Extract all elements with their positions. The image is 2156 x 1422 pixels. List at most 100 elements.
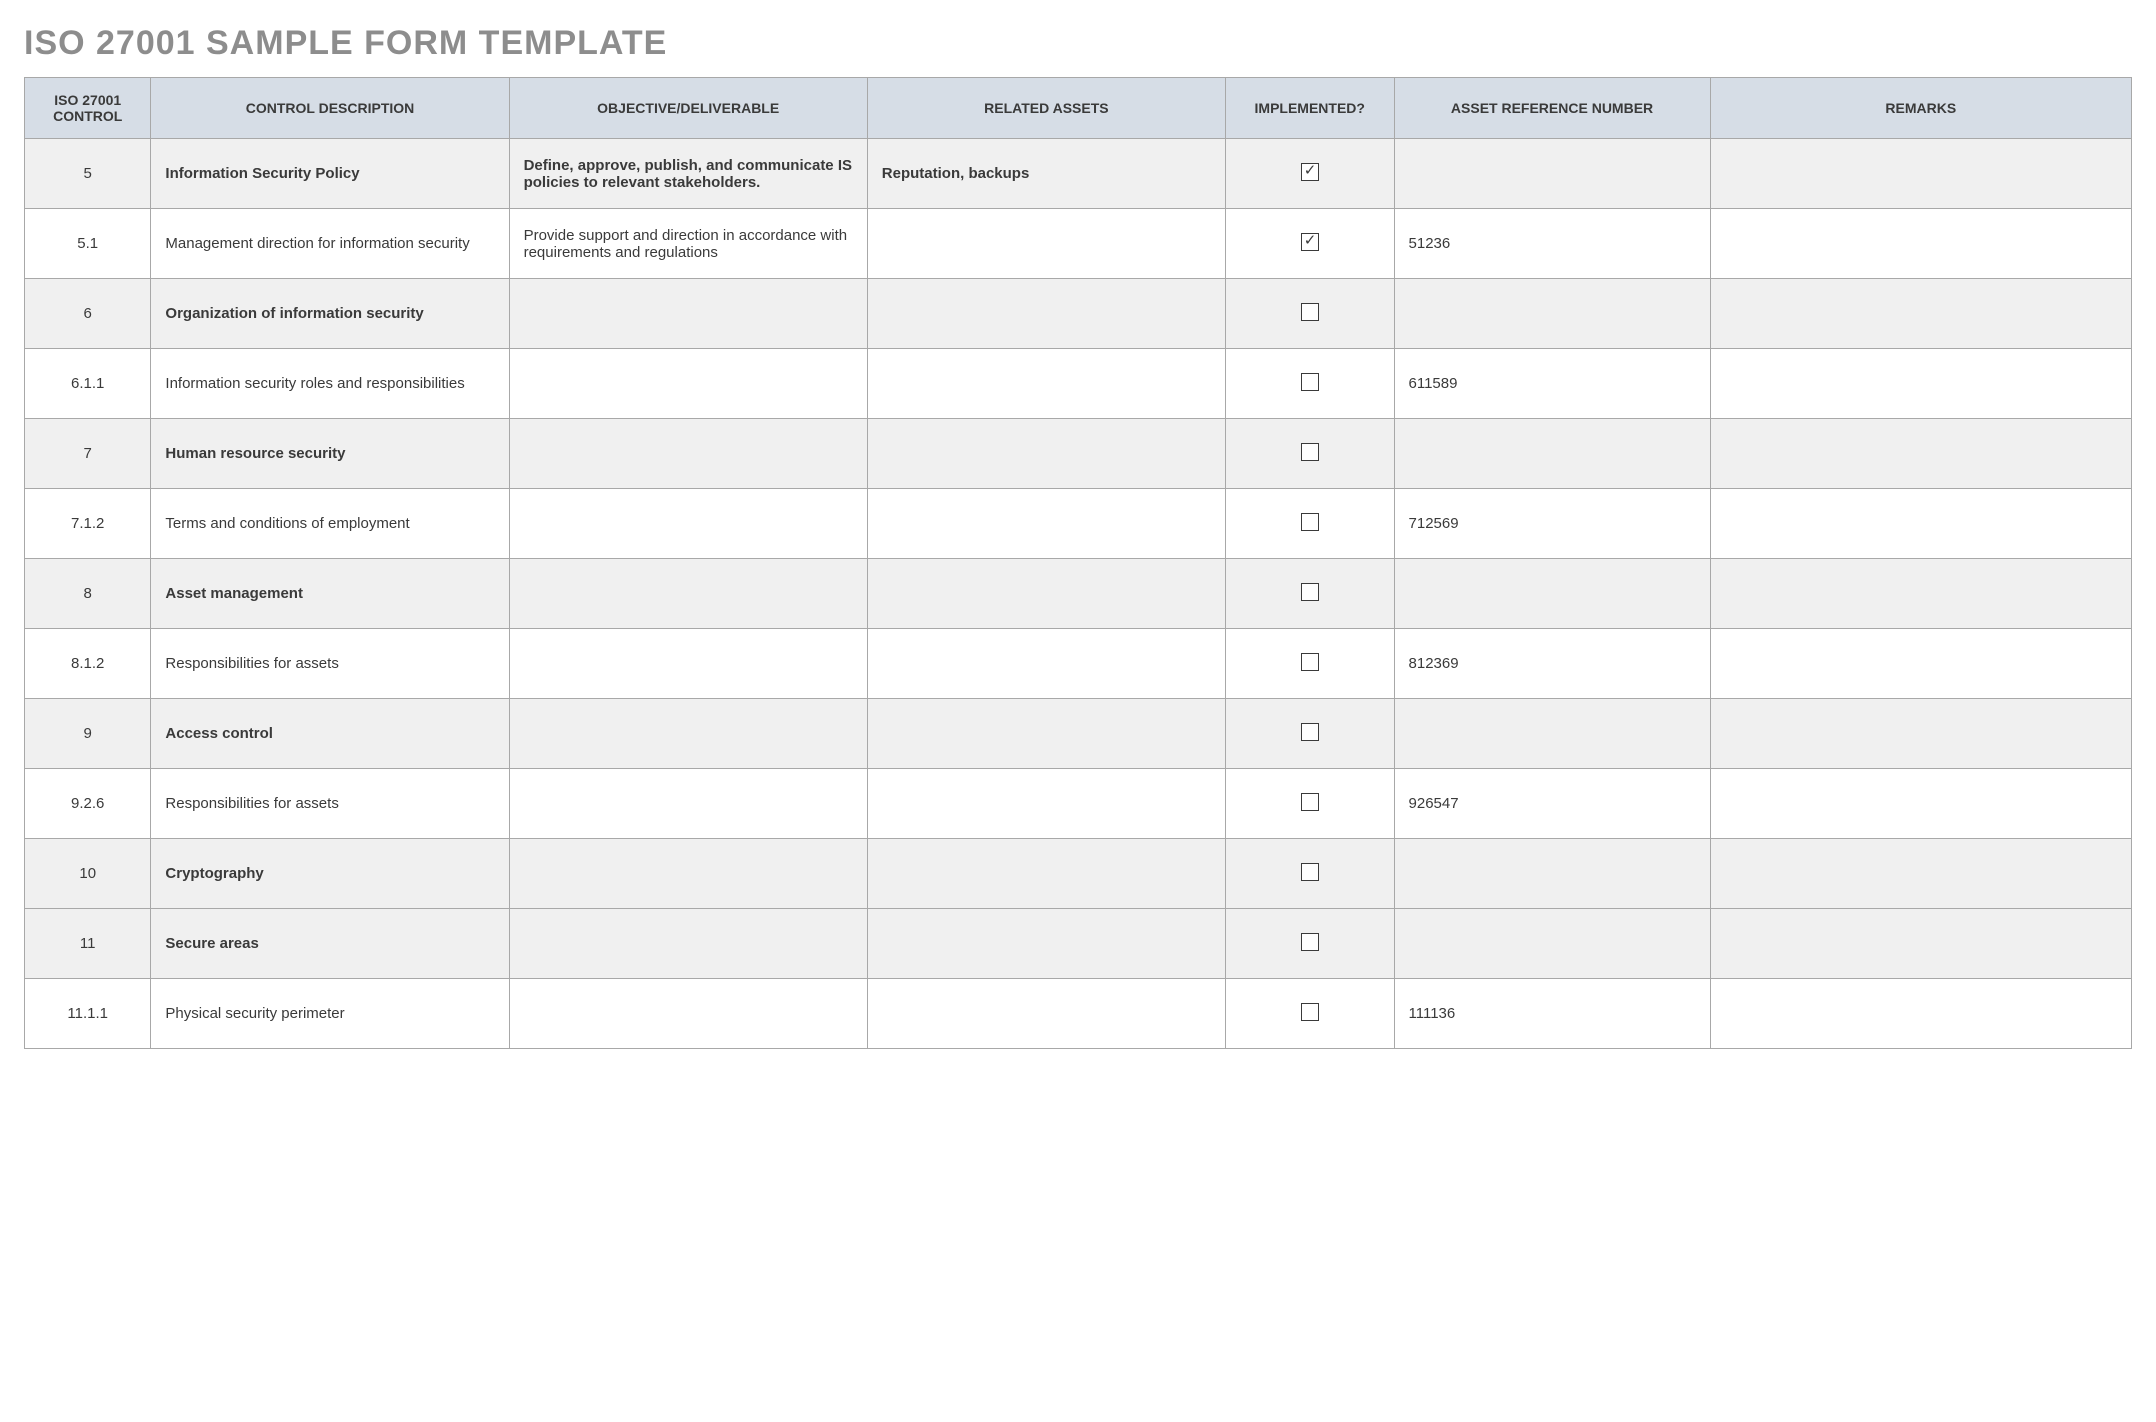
implemented-checkbox[interactable] <box>1301 863 1319 881</box>
cell-implemented <box>1225 349 1394 419</box>
cell-remarks <box>1710 629 2131 699</box>
cell-description: Access control <box>151 699 509 769</box>
cell-objective <box>509 489 867 559</box>
cell-assets <box>867 209 1225 279</box>
cell-implemented <box>1225 699 1394 769</box>
cell-description: Management direction for information sec… <box>151 209 509 279</box>
implemented-checkbox[interactable] <box>1301 583 1319 601</box>
implemented-checkbox[interactable] <box>1301 723 1319 741</box>
implemented-checkbox[interactable] <box>1301 443 1319 461</box>
cell-control: 6.1.1 <box>25 349 151 419</box>
cell-implemented <box>1225 909 1394 979</box>
cell-description: Information security roles and responsib… <box>151 349 509 419</box>
cell-assets <box>867 419 1225 489</box>
cell-description: Responsibilities for assets <box>151 629 509 699</box>
cell-control: 5 <box>25 139 151 209</box>
table-row: 8Asset management <box>25 559 2132 629</box>
cell-objective <box>509 419 867 489</box>
implemented-checkbox[interactable] <box>1301 233 1319 251</box>
col-header-implemented: IMPLEMENTED? <box>1225 78 1394 139</box>
implemented-checkbox[interactable] <box>1301 163 1319 181</box>
table-row: 8.1.2Responsibilities for assets812369 <box>25 629 2132 699</box>
cell-control: 9 <box>25 699 151 769</box>
cell-remarks <box>1710 699 2131 769</box>
cell-description: Secure areas <box>151 909 509 979</box>
cell-assets <box>867 839 1225 909</box>
implemented-checkbox[interactable] <box>1301 653 1319 671</box>
cell-objective <box>509 629 867 699</box>
cell-assets <box>867 699 1225 769</box>
cell-reference: 111136 <box>1394 979 1710 1049</box>
table-row: 9.2.6Responsibilities for assets926547 <box>25 769 2132 839</box>
iso-control-table: ISO 27001 CONTROL CONTROL DESCRIPTION OB… <box>24 77 2132 1049</box>
table-row: 6.1.1Information security roles and resp… <box>25 349 2132 419</box>
cell-objective <box>509 349 867 419</box>
cell-reference: 926547 <box>1394 769 1710 839</box>
cell-remarks <box>1710 979 2131 1049</box>
cell-remarks <box>1710 279 2131 349</box>
cell-objective <box>509 839 867 909</box>
col-header-control: ISO 27001 CONTROL <box>25 78 151 139</box>
cell-control: 6 <box>25 279 151 349</box>
implemented-checkbox[interactable] <box>1301 933 1319 951</box>
cell-remarks <box>1710 909 2131 979</box>
cell-description: Cryptography <box>151 839 509 909</box>
cell-control: 10 <box>25 839 151 909</box>
cell-implemented <box>1225 489 1394 559</box>
table-row: 10Cryptography <box>25 839 2132 909</box>
cell-assets <box>867 909 1225 979</box>
implemented-checkbox[interactable] <box>1301 793 1319 811</box>
cell-reference <box>1394 699 1710 769</box>
table-row: 7.1.2Terms and conditions of employment7… <box>25 489 2132 559</box>
cell-remarks <box>1710 489 2131 559</box>
cell-implemented <box>1225 559 1394 629</box>
cell-assets <box>867 279 1225 349</box>
cell-remarks <box>1710 139 2131 209</box>
cell-remarks <box>1710 419 2131 489</box>
cell-remarks <box>1710 349 2131 419</box>
cell-implemented <box>1225 279 1394 349</box>
cell-implemented <box>1225 629 1394 699</box>
cell-description: Organization of information security <box>151 279 509 349</box>
cell-reference <box>1394 139 1710 209</box>
cell-description: Physical security perimeter <box>151 979 509 1049</box>
cell-control: 5.1 <box>25 209 151 279</box>
cell-reference: 51236 <box>1394 209 1710 279</box>
table-row: 5.1Management direction for information … <box>25 209 2132 279</box>
cell-description: Terms and conditions of employment <box>151 489 509 559</box>
table-body: 5Information Security PolicyDefine, appr… <box>25 139 2132 1049</box>
table-row: 7Human resource security <box>25 419 2132 489</box>
cell-implemented <box>1225 139 1394 209</box>
implemented-checkbox[interactable] <box>1301 303 1319 321</box>
cell-description: Responsibilities for assets <box>151 769 509 839</box>
cell-assets <box>867 489 1225 559</box>
cell-reference <box>1394 419 1710 489</box>
implemented-checkbox[interactable] <box>1301 373 1319 391</box>
cell-assets <box>867 349 1225 419</box>
cell-remarks <box>1710 209 2131 279</box>
implemented-checkbox[interactable] <box>1301 1003 1319 1021</box>
cell-objective <box>509 559 867 629</box>
cell-control: 8 <box>25 559 151 629</box>
cell-reference: 812369 <box>1394 629 1710 699</box>
cell-remarks <box>1710 559 2131 629</box>
cell-description: Human resource security <box>151 419 509 489</box>
col-header-objective: OBJECTIVE/DELIVERABLE <box>509 78 867 139</box>
table-row: 9Access control <box>25 699 2132 769</box>
col-header-assets: RELATED ASSETS <box>867 78 1225 139</box>
cell-objective <box>509 699 867 769</box>
cell-assets <box>867 629 1225 699</box>
cell-control: 11 <box>25 909 151 979</box>
cell-reference <box>1394 839 1710 909</box>
table-row: 6Organization of information security <box>25 279 2132 349</box>
cell-implemented <box>1225 839 1394 909</box>
cell-assets: Reputation, backups <box>867 139 1225 209</box>
cell-objective <box>509 979 867 1049</box>
table-row: 5Information Security PolicyDefine, appr… <box>25 139 2132 209</box>
cell-implemented <box>1225 979 1394 1049</box>
cell-objective <box>509 909 867 979</box>
cell-control: 7 <box>25 419 151 489</box>
cell-implemented <box>1225 209 1394 279</box>
cell-objective <box>509 279 867 349</box>
implemented-checkbox[interactable] <box>1301 513 1319 531</box>
